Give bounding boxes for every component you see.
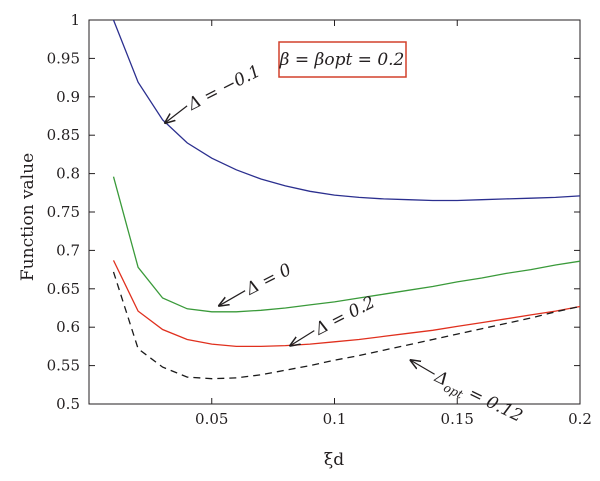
y-tick-label: 0.9: [56, 88, 80, 106]
y-tick-label: 0.8: [56, 165, 80, 183]
x-tick-label: 0.1: [323, 410, 347, 428]
y-tick-label: 0.95: [47, 49, 80, 67]
annotation-arrow-2: [290, 330, 315, 346]
y-tick-label: 0.55: [47, 357, 80, 375]
series-line-2: [112, 260, 581, 348]
axis-ticks: 0.5 0.55 0.6 0.65 0.7 0.75 0.8 0.85 0.9 0.95 1 0.05…: [47, 11, 592, 428]
y-axis-label: Function value: [18, 153, 38, 281]
x-tick-label: 0.2: [568, 410, 592, 428]
x-tick-label: 0.05: [195, 410, 228, 428]
series-line-1: [112, 176, 581, 313]
annotation-arrow-0: [165, 105, 188, 123]
y-tick-label: 0.65: [47, 280, 80, 298]
y-tick-label: 0.75: [47, 203, 80, 221]
annotation-label-0: Δ = −0.1: [184, 61, 264, 115]
annotation-label-2: Δ = 0.2: [311, 292, 378, 339]
y-tick-label: 0.6: [56, 318, 80, 336]
series-line-3: [112, 271, 581, 380]
annotation-arrow-1: [219, 290, 246, 306]
parameter-box-border: [278, 41, 407, 78]
annotation-label-1: Δ = 0: [242, 260, 295, 300]
parameter-box: β = βopt = 0.2: [278, 41, 407, 78]
annotation-arrow-3: [411, 360, 435, 375]
y-tick-label: 0.85: [47, 126, 80, 144]
parameter-box-text: β = βopt = 0.2: [279, 50, 405, 70]
y-tick-label: 1: [70, 11, 80, 29]
x-tick-label: 0.15: [441, 410, 474, 428]
series-lines: [112, 19, 581, 380]
series-line-0: [112, 19, 581, 202]
y-tick-label: 0.5: [56, 395, 80, 413]
y-tick-label: 0.7: [56, 241, 80, 259]
x-axis-label: ξd: [324, 450, 344, 470]
